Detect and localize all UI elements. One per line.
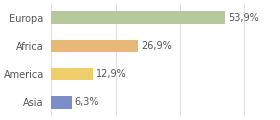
Text: 6,3%: 6,3% — [75, 97, 99, 107]
Bar — [51, 11, 225, 24]
Bar — [51, 96, 72, 109]
Text: 12,9%: 12,9% — [96, 69, 127, 79]
Text: 53,9%: 53,9% — [228, 13, 259, 23]
Bar — [51, 39, 138, 52]
Bar — [51, 68, 93, 81]
Text: 26,9%: 26,9% — [141, 41, 172, 51]
